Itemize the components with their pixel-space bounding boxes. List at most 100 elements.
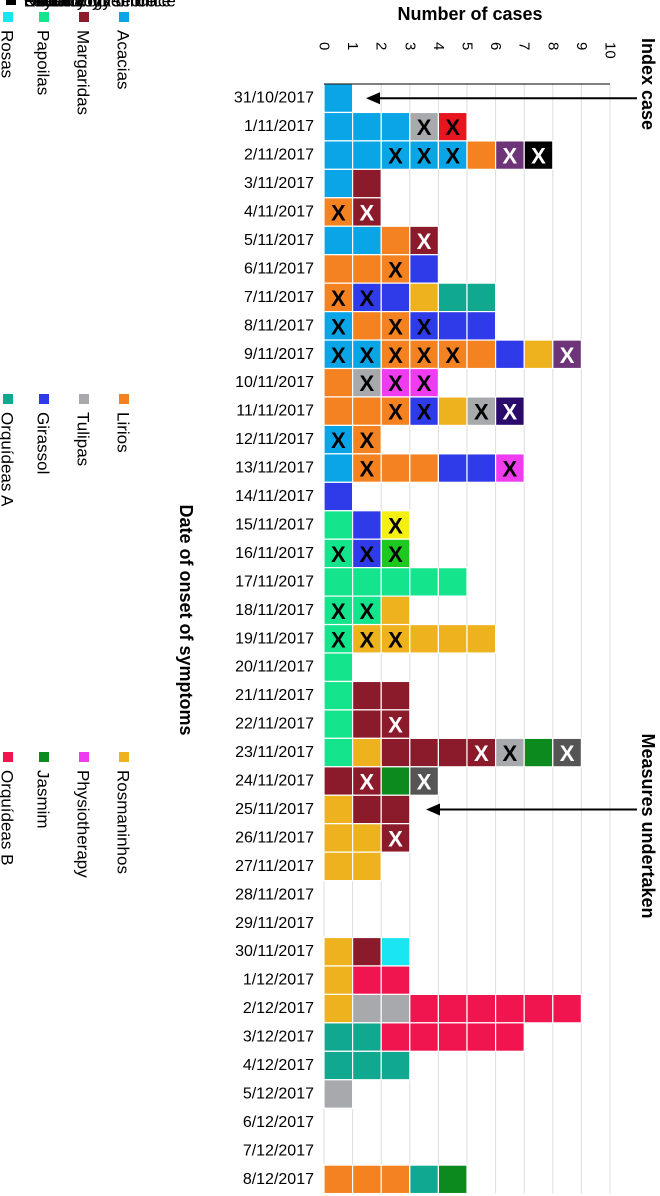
case-bar-acacias xyxy=(352,140,382,170)
case-bar-acacias xyxy=(323,311,354,341)
case-mark: X xyxy=(388,400,403,425)
legend-label: Acacias xyxy=(114,30,133,90)
case-bar-orquideas_b xyxy=(495,993,525,1024)
date-label: 11/11/2017 xyxy=(236,403,314,420)
case-bar-orquideas_a xyxy=(380,1050,411,1081)
legend-swatch xyxy=(6,0,16,5)
case-bar-orquideas_b xyxy=(380,1022,411,1052)
case-bar-physiotherapy xyxy=(380,367,411,398)
case-mark: X xyxy=(531,144,546,169)
legend-swatch xyxy=(39,394,49,404)
date-label: 22/11/2017 xyxy=(235,716,314,733)
case-bar-rosmaninhos xyxy=(437,396,468,427)
legend-item-orquideas_b: Orquídeas B xyxy=(0,752,17,865)
legend-swatch xyxy=(3,394,13,404)
case-mark: X xyxy=(388,371,403,396)
case-bar-lirios xyxy=(323,396,354,427)
value-axis-ticks: 0 1 2 3 4 5 6 7 8 9 10 xyxy=(316,42,619,59)
legend-item-margaridas: Margaridas xyxy=(74,12,93,115)
case-bar-acacias xyxy=(323,453,354,483)
date-label: 30/11/2017 xyxy=(235,943,314,960)
legend-item-rosmaninhos: Rosmaninhos xyxy=(114,752,133,874)
case-bar-rosmaninhos xyxy=(380,595,411,626)
case-mark: X xyxy=(417,400,432,425)
case-mark: X xyxy=(474,400,489,425)
date-label: 7/11/2017 xyxy=(244,289,314,306)
case-bar-girassol xyxy=(409,396,439,427)
case-bar-margaridas xyxy=(409,225,439,256)
case-bar-orquideas_b xyxy=(495,1022,525,1052)
case-bar-margaridas xyxy=(352,680,382,711)
date-label: 16/11/2017 xyxy=(235,545,314,562)
legend-swatch xyxy=(39,12,49,22)
case-bar-lirios xyxy=(466,140,497,170)
case-bar-acacias xyxy=(437,140,468,170)
case-bar-acacias xyxy=(323,225,354,256)
case-bar-orquideas_a xyxy=(323,1022,354,1052)
case-bar-girassol xyxy=(409,254,439,284)
case-bar-papoilas xyxy=(380,567,411,597)
case-mark: X xyxy=(360,627,375,652)
legend-item-tulipas: Tulipas xyxy=(74,394,93,466)
annotation-arrowhead xyxy=(426,803,440,816)
case-bar-rosmaninhos xyxy=(409,623,439,654)
date-label: 28/11/2017 xyxy=(235,886,314,903)
case-bar-margaridas xyxy=(380,680,411,711)
date-label: 27/11/2017 xyxy=(235,858,314,875)
date-label: 25/11/2017 xyxy=(235,801,314,818)
case-bar-lirios xyxy=(352,254,382,284)
date-label: 2/11/2017 xyxy=(244,147,314,164)
case-bar-orquideas_b xyxy=(409,1022,439,1052)
case-bar-lirios xyxy=(380,1164,411,1195)
annotation-label: Measures undertaken xyxy=(638,733,658,918)
legend-swatch xyxy=(119,752,129,762)
case-bar-girassol xyxy=(437,311,468,341)
case-bar-physiotherapy xyxy=(495,453,525,483)
legend-label: Laundry xyxy=(24,0,86,11)
value-tick-label: 10 xyxy=(602,42,619,59)
case-mark: X xyxy=(417,770,432,795)
legend-item-papoilas: Papoilas xyxy=(34,12,53,95)
date-label: 18/11/2017 xyxy=(235,602,314,619)
date-label: 15/11/2017 xyxy=(235,516,314,533)
case-bar-rosmaninhos xyxy=(323,936,354,967)
case-mark: X xyxy=(331,542,346,567)
annotations: Index case Measures undertaken xyxy=(366,38,658,919)
case-bar-rosmaninhos xyxy=(523,339,554,370)
case-bar-laundry xyxy=(552,339,582,370)
case-mark: X xyxy=(331,286,346,311)
case-bar-girassol xyxy=(466,311,497,341)
legend-item-kitchen: Kitchen xyxy=(6,0,81,11)
case-bar-papoilas xyxy=(323,737,354,768)
case-mark: X xyxy=(388,826,403,851)
case-bar-kitchen xyxy=(523,140,554,170)
date-label: 19/11/2017 xyxy=(235,630,314,647)
legend-label: Jasmim xyxy=(34,770,53,829)
case-bar-tulipas xyxy=(409,111,439,142)
case-mark: X xyxy=(360,343,375,368)
value-tick-label: 5 xyxy=(459,42,476,50)
legend-item-girassol: Girassol xyxy=(34,394,53,474)
case-bar-rosmaninhos xyxy=(323,794,354,825)
date-label: 9/11/2017 xyxy=(244,346,314,363)
case-mark: X xyxy=(360,457,375,482)
case-bar-orquideas_a xyxy=(409,1164,439,1195)
value-tick-label: 8 xyxy=(544,42,561,50)
case-mark: X xyxy=(331,343,346,368)
value-tick-label: 9 xyxy=(573,42,590,50)
case-bar-tulipas xyxy=(380,993,411,1024)
date-label: 1/12/2017 xyxy=(243,972,314,989)
legend-label: Psychology office xyxy=(24,0,156,11)
case-bar-margaridas xyxy=(352,709,382,739)
legend-swatch xyxy=(79,12,89,22)
case-mark: X xyxy=(388,314,403,339)
case-bar-papoilas xyxy=(323,567,354,597)
legend-label: Pharmacy xyxy=(24,0,101,11)
case-bar-acacias xyxy=(323,339,354,370)
case-mark: X xyxy=(388,513,403,538)
case-bar-acacias xyxy=(352,225,382,256)
date-label: 6/11/2017 xyxy=(244,260,314,277)
case-bar-orquideas_b xyxy=(380,965,411,996)
case-bar-lirios xyxy=(380,339,411,370)
